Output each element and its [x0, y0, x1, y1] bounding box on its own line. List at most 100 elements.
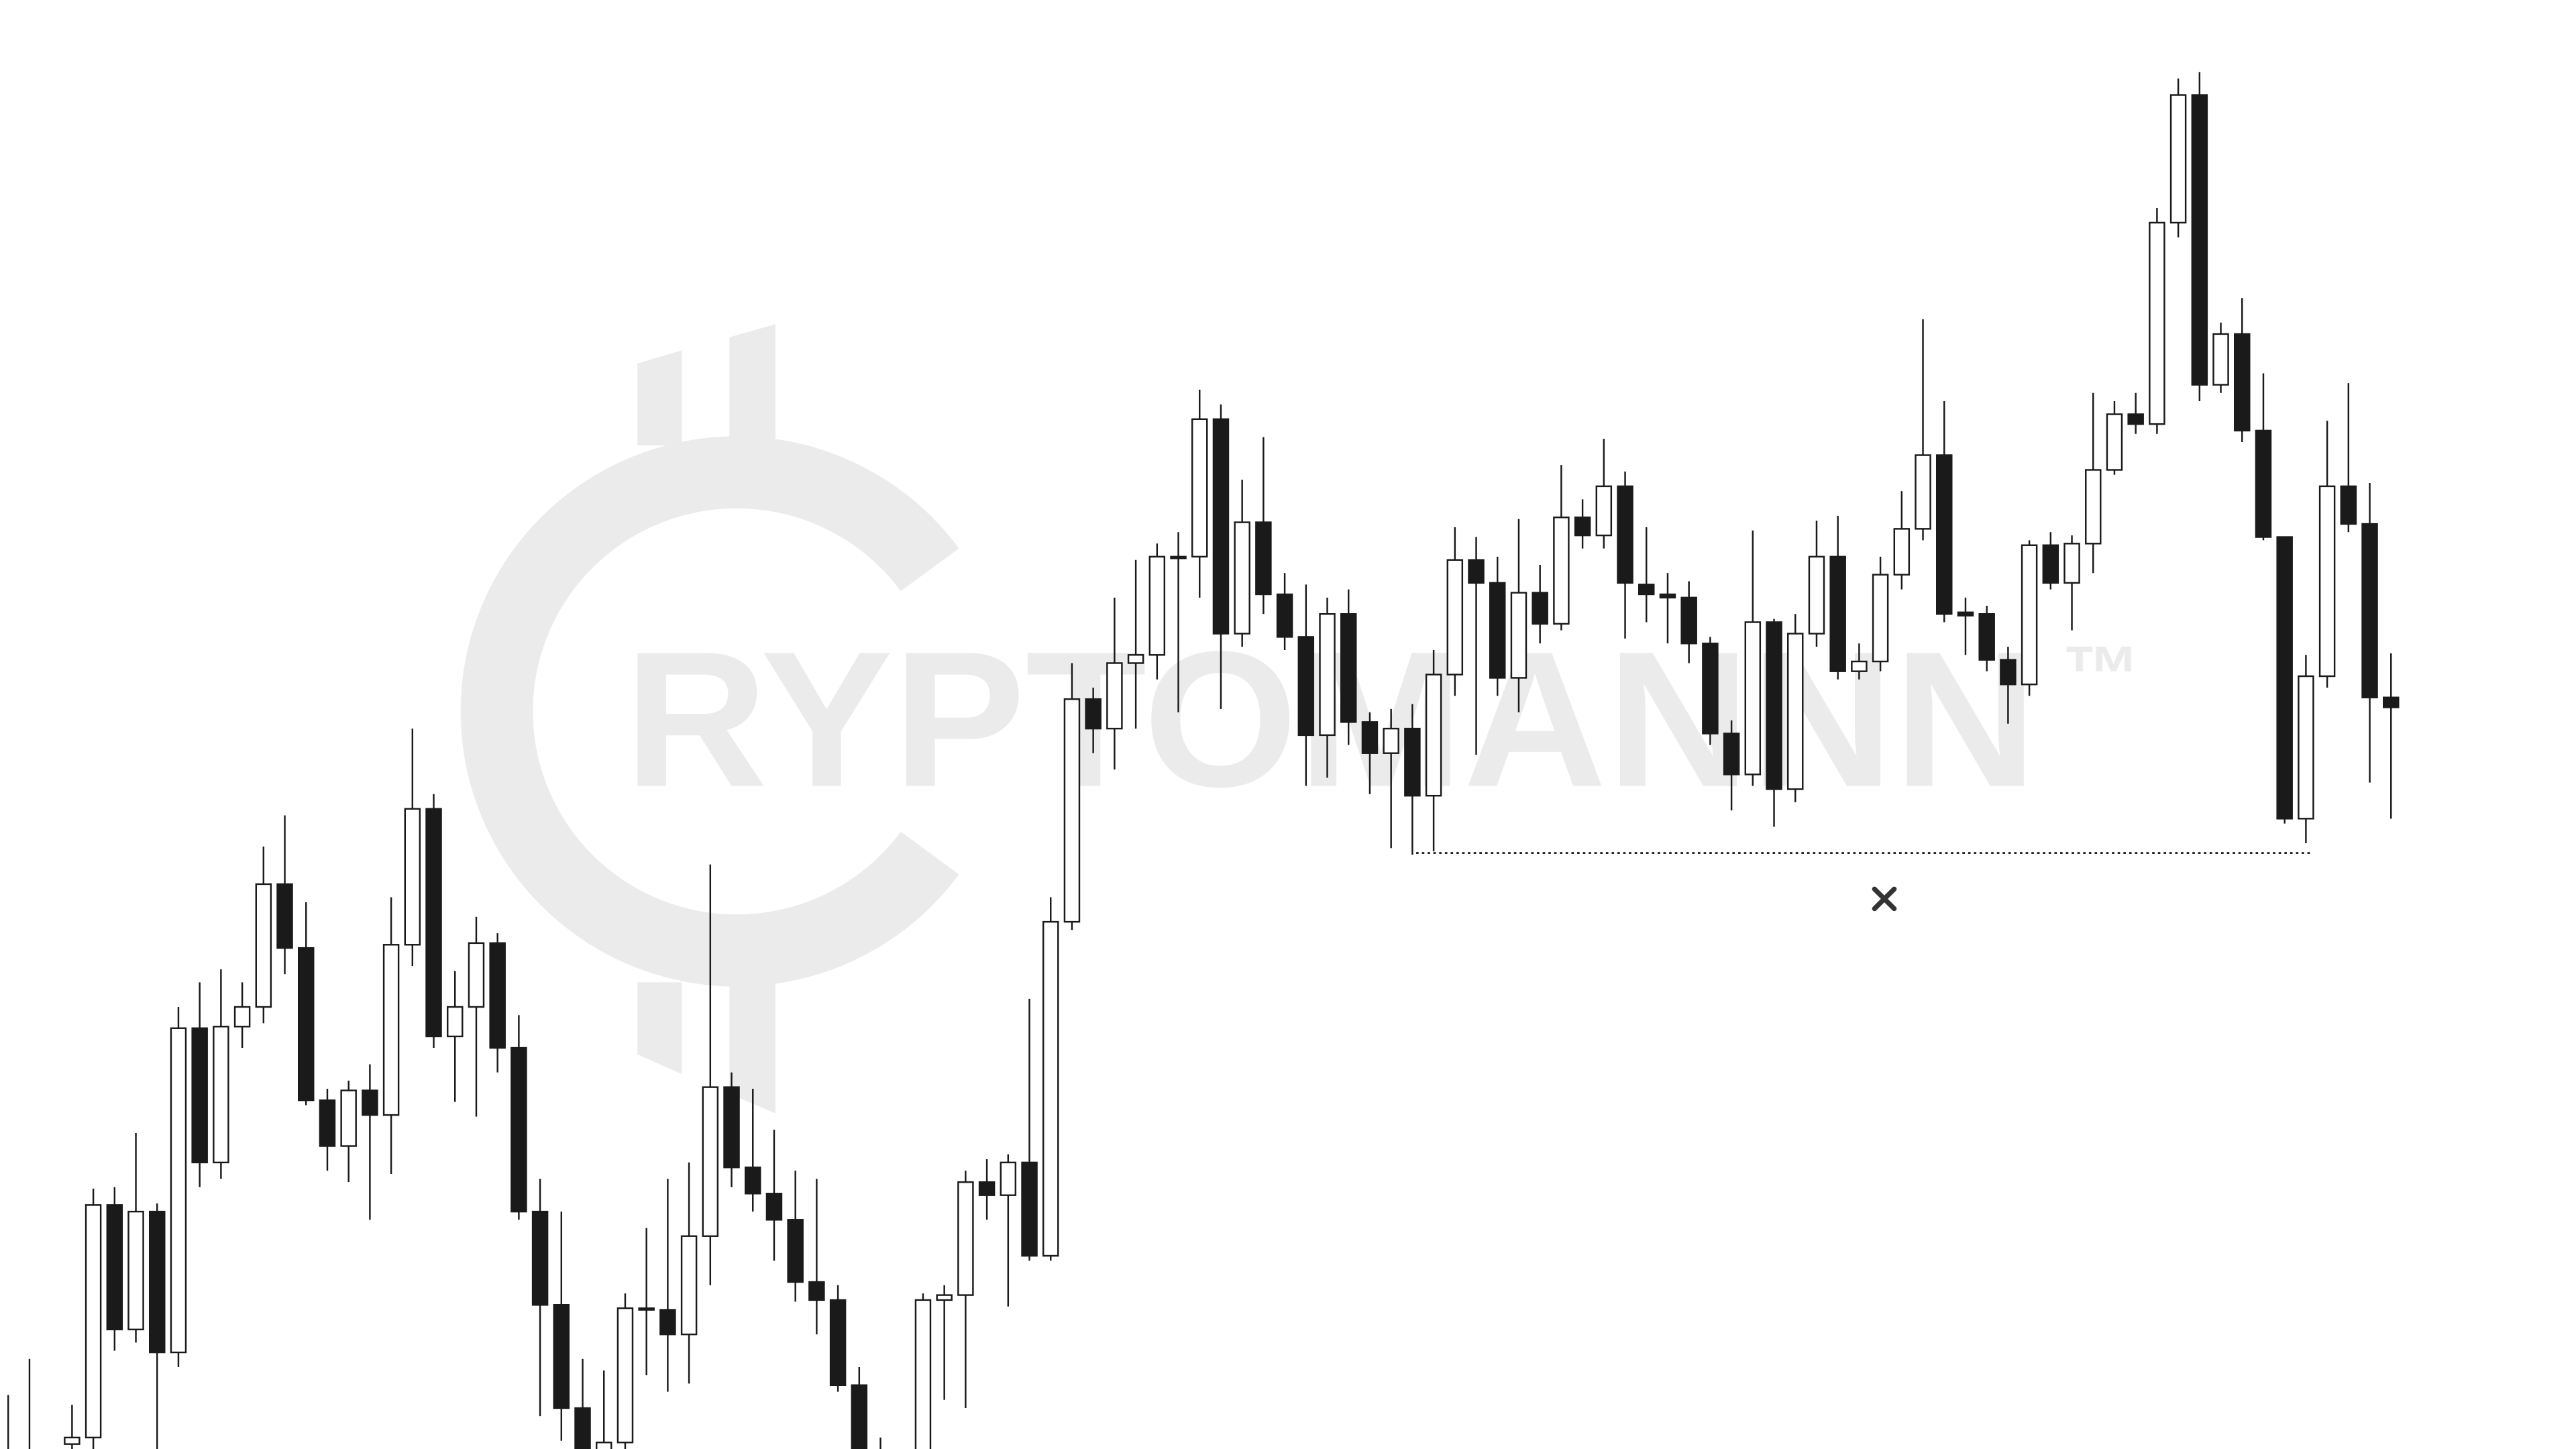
- candle-body-up: [213, 1026, 229, 1164]
- candle-body-up: [914, 1299, 932, 1449]
- candle-body-up: [1744, 621, 1762, 775]
- candles: [7, 72, 2400, 1449]
- candle-body-up: [64, 1436, 80, 1445]
- candle-body-down: [1532, 592, 1548, 625]
- candle-body-up: [1170, 555, 1187, 559]
- candle-body-up: [447, 1006, 464, 1038]
- candle-body-up: [2212, 333, 2229, 386]
- candle-body-down: [638, 1307, 655, 1311]
- candle-body-down: [1489, 582, 1506, 679]
- candle-body-down: [1702, 642, 1719, 735]
- candle-body-down: [191, 1027, 208, 1164]
- candle-body-down: [1021, 1161, 1038, 1257]
- candle-body-down: [531, 1210, 549, 1306]
- candle-body-down: [1468, 559, 1485, 584]
- candle-body-up: [1191, 418, 1208, 558]
- candle-body-down: [1935, 454, 1953, 615]
- candle-body-down: [1680, 596, 1697, 645]
- candle-body-down: [1766, 621, 1782, 790]
- candle-body-up: [404, 808, 421, 946]
- candle-body-down: [2191, 94, 2208, 386]
- candle-body-down: [425, 808, 442, 1038]
- candle-body-up: [382, 944, 400, 1116]
- candle-body-up: [680, 1235, 698, 1336]
- candle-body-down: [2234, 333, 2251, 432]
- candle-body-down: [149, 1210, 166, 1354]
- candle-body-up: [1446, 559, 1464, 676]
- candle-body-down: [362, 1089, 378, 1116]
- candle-body-up: [1063, 698, 1081, 923]
- candle-body-up: [2063, 543, 2080, 584]
- watermark: RYPTOMANNN ™: [460, 324, 2141, 1114]
- candle-body-down: [851, 1384, 868, 1449]
- candle-body-up: [702, 1086, 719, 1237]
- candle-body-down: [1340, 613, 1357, 723]
- candle-body-up: [1148, 555, 1166, 656]
- candle-body-down: [2340, 485, 2357, 525]
- candle-body-down: [723, 1086, 740, 1169]
- candle-body-down: [298, 947, 315, 1102]
- candle-body-up: [1000, 1161, 1017, 1196]
- candle-body-down: [808, 1281, 825, 1301]
- candle-body-down: [978, 1181, 996, 1196]
- logo-ring: [460, 436, 959, 987]
- candle-body-up: [2318, 485, 2336, 678]
- candle-body-down: [1404, 727, 1421, 797]
- candle-body-down: [1957, 611, 1974, 616]
- candle-body-down: [2383, 696, 2400, 708]
- close-icon[interactable]: [1872, 886, 1897, 912]
- candle-body-up: [596, 1442, 612, 1449]
- candle-body-down: [2127, 413, 2144, 425]
- candle-body-down: [1255, 521, 1272, 596]
- candle-body-down: [553, 1304, 570, 1409]
- candle-body-down: [276, 883, 293, 949]
- candle-body-up: [233, 1006, 251, 1028]
- candle-body-up: [170, 1027, 187, 1354]
- candle-body-down: [1978, 613, 1995, 661]
- candle-body-up: [1106, 662, 1123, 730]
- candle-body-down: [489, 942, 506, 1049]
- candle-body-up: [2106, 413, 2123, 471]
- candle-body-up: [1510, 592, 1527, 679]
- candle-body-down: [1829, 555, 1846, 672]
- candle-body-up: [1383, 727, 1399, 754]
- candle-body-down: [319, 1099, 336, 1147]
- candle-body-up: [1319, 613, 1336, 737]
- candle-body-down: [1723, 733, 1740, 775]
- candle-body-up: [957, 1181, 974, 1296]
- candle-body-up: [85, 1204, 102, 1439]
- candle-body-up: [1915, 454, 1931, 530]
- candle-body-down: [1638, 584, 1655, 596]
- candle-body-up: [1872, 574, 1889, 663]
- candle-body-down: [2361, 523, 2378, 698]
- candle-body-down: [1659, 593, 1676, 599]
- candle-body-down: [1574, 517, 1591, 537]
- candle-body-up: [255, 883, 272, 1008]
- candle-body-up: [1234, 521, 1250, 635]
- candle-body-down: [2276, 536, 2293, 820]
- candle-body-down: [2000, 659, 2017, 686]
- candle-body-up: [1425, 674, 1442, 797]
- candle-body-up: [616, 1307, 634, 1444]
- candle-body-down: [1276, 593, 1293, 638]
- candle-body-up: [1893, 528, 1911, 576]
- candle-body-down: [1297, 636, 1315, 737]
- candle-body-down: [1085, 698, 1102, 730]
- candle-body-down: [659, 1309, 676, 1336]
- candle-body-down: [106, 1204, 123, 1331]
- candle-body-down: [511, 1046, 527, 1213]
- candle-body-up: [1595, 485, 1613, 537]
- watermark-trademark: ™: [2061, 630, 2141, 718]
- candle-body-down: [574, 1407, 591, 1449]
- candle-body-up: [1553, 517, 1570, 625]
- candle-body-up: [936, 1294, 953, 1301]
- candle-body-up: [1042, 920, 1059, 1257]
- candle-body-up: [2084, 469, 2102, 545]
- candle-body-down: [1212, 418, 1230, 635]
- candle-body-up: [2021, 544, 2038, 686]
- candle-body-down: [787, 1219, 804, 1283]
- candle-body-up: [468, 942, 485, 1008]
- candle-body-down: [1617, 485, 1633, 584]
